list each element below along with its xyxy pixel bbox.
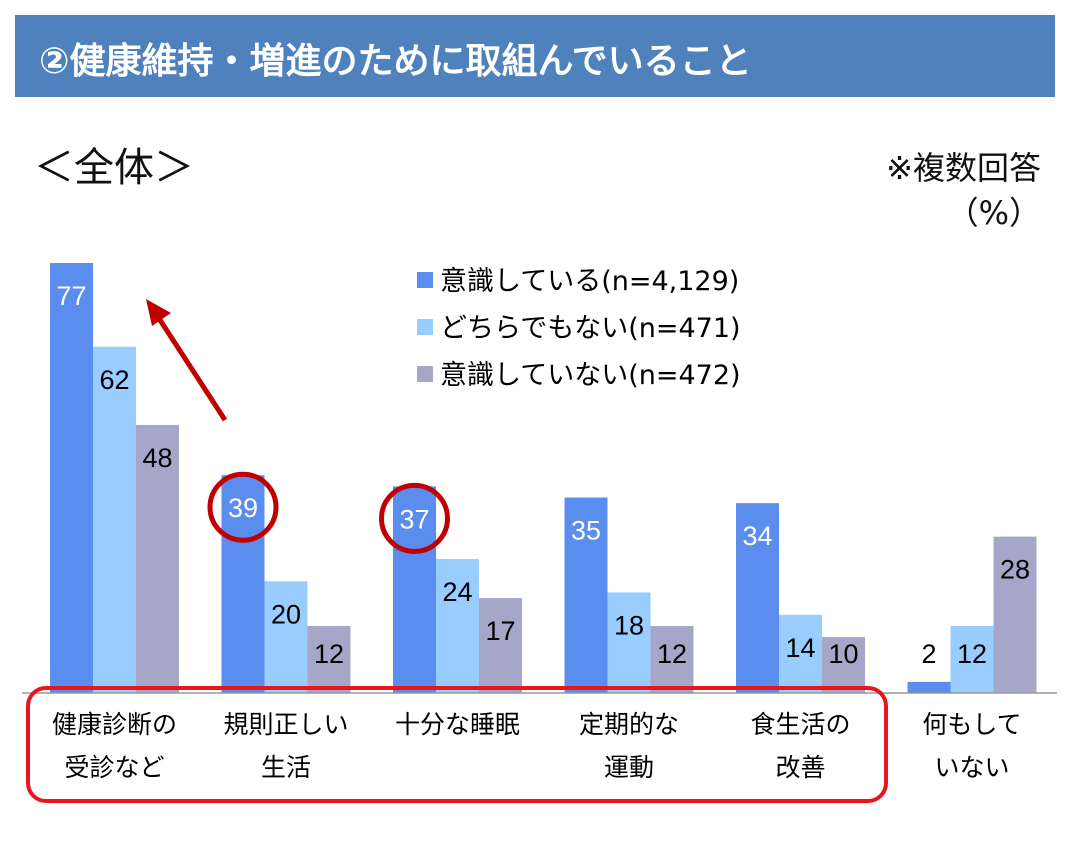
bar: [393, 486, 436, 693]
category-label: 受診など: [64, 753, 164, 782]
category-label: 十分な睡眠: [395, 710, 520, 739]
category-label: 健康診断の: [52, 710, 177, 739]
bar: [221, 475, 265, 693]
bar: [264, 581, 308, 693]
category-label: 生活: [261, 753, 311, 782]
title-bar: ②健康維持・増進のために取組んでいること: [15, 15, 1055, 97]
data-label: 12: [957, 639, 987, 669]
unit-note: （%）: [946, 194, 1041, 232]
data-label: 48: [142, 443, 172, 473]
data-label: 12: [657, 639, 687, 669]
data-label: 2: [921, 639, 936, 669]
data-label: 39: [228, 493, 258, 523]
legend-swatch: [417, 272, 433, 288]
data-label: 10: [828, 639, 858, 669]
category-label: 改善: [775, 753, 825, 782]
data-label: 24: [442, 577, 472, 607]
data-label: 18: [614, 610, 644, 640]
data-label: 34: [742, 521, 772, 551]
data-label: 35: [571, 516, 601, 546]
data-label: 14: [785, 633, 815, 663]
bar: [607, 592, 651, 693]
legend-label: 意識していない(n=472): [440, 360, 741, 391]
data-label: 37: [399, 504, 429, 534]
category-label: 定期的な: [579, 710, 679, 739]
legend-label: 意識している(n=4,129): [440, 266, 739, 297]
data-label: 17: [485, 616, 515, 646]
bar: [650, 625, 694, 693]
data-label: 28: [1000, 555, 1030, 585]
category-label: 規則正しい: [223, 710, 348, 739]
legend-label: どちらでもない(n=471): [440, 313, 741, 344]
data-label: 62: [99, 365, 129, 395]
legend-swatch: [417, 319, 433, 335]
category-label: 食生活の: [750, 710, 850, 739]
data-label: 20: [271, 599, 301, 629]
bar: [822, 637, 865, 693]
data-label: 77: [56, 281, 86, 311]
bar: [950, 625, 994, 693]
highlight-circle: [207, 471, 279, 543]
bar: [307, 625, 351, 693]
legend-swatch: [417, 366, 433, 382]
data-label: 12: [314, 639, 344, 669]
bar: [993, 536, 1037, 693]
bar: [779, 614, 822, 693]
bar: [479, 598, 522, 693]
bar: [564, 497, 608, 693]
subtitle: ＜全体＞: [34, 145, 194, 191]
highlight-circle: [379, 482, 450, 554]
slide-title: ②健康維持・増進のために取組んでいること: [39, 41, 752, 82]
bar: [436, 558, 479, 693]
bar: [93, 346, 136, 693]
multiple-answer-note: ※複数回答: [886, 149, 1041, 187]
bar: [136, 424, 179, 693]
highlight-box: [26, 686, 888, 803]
bar: [907, 681, 951, 693]
category-label: 運動: [604, 753, 654, 782]
bar: [50, 263, 93, 693]
arrow-line: [157, 318, 228, 422]
bar: [736, 503, 779, 693]
arrow-head-icon: [146, 299, 171, 326]
category-label: いない: [934, 753, 1009, 782]
category-label: 何もして: [922, 710, 1021, 739]
